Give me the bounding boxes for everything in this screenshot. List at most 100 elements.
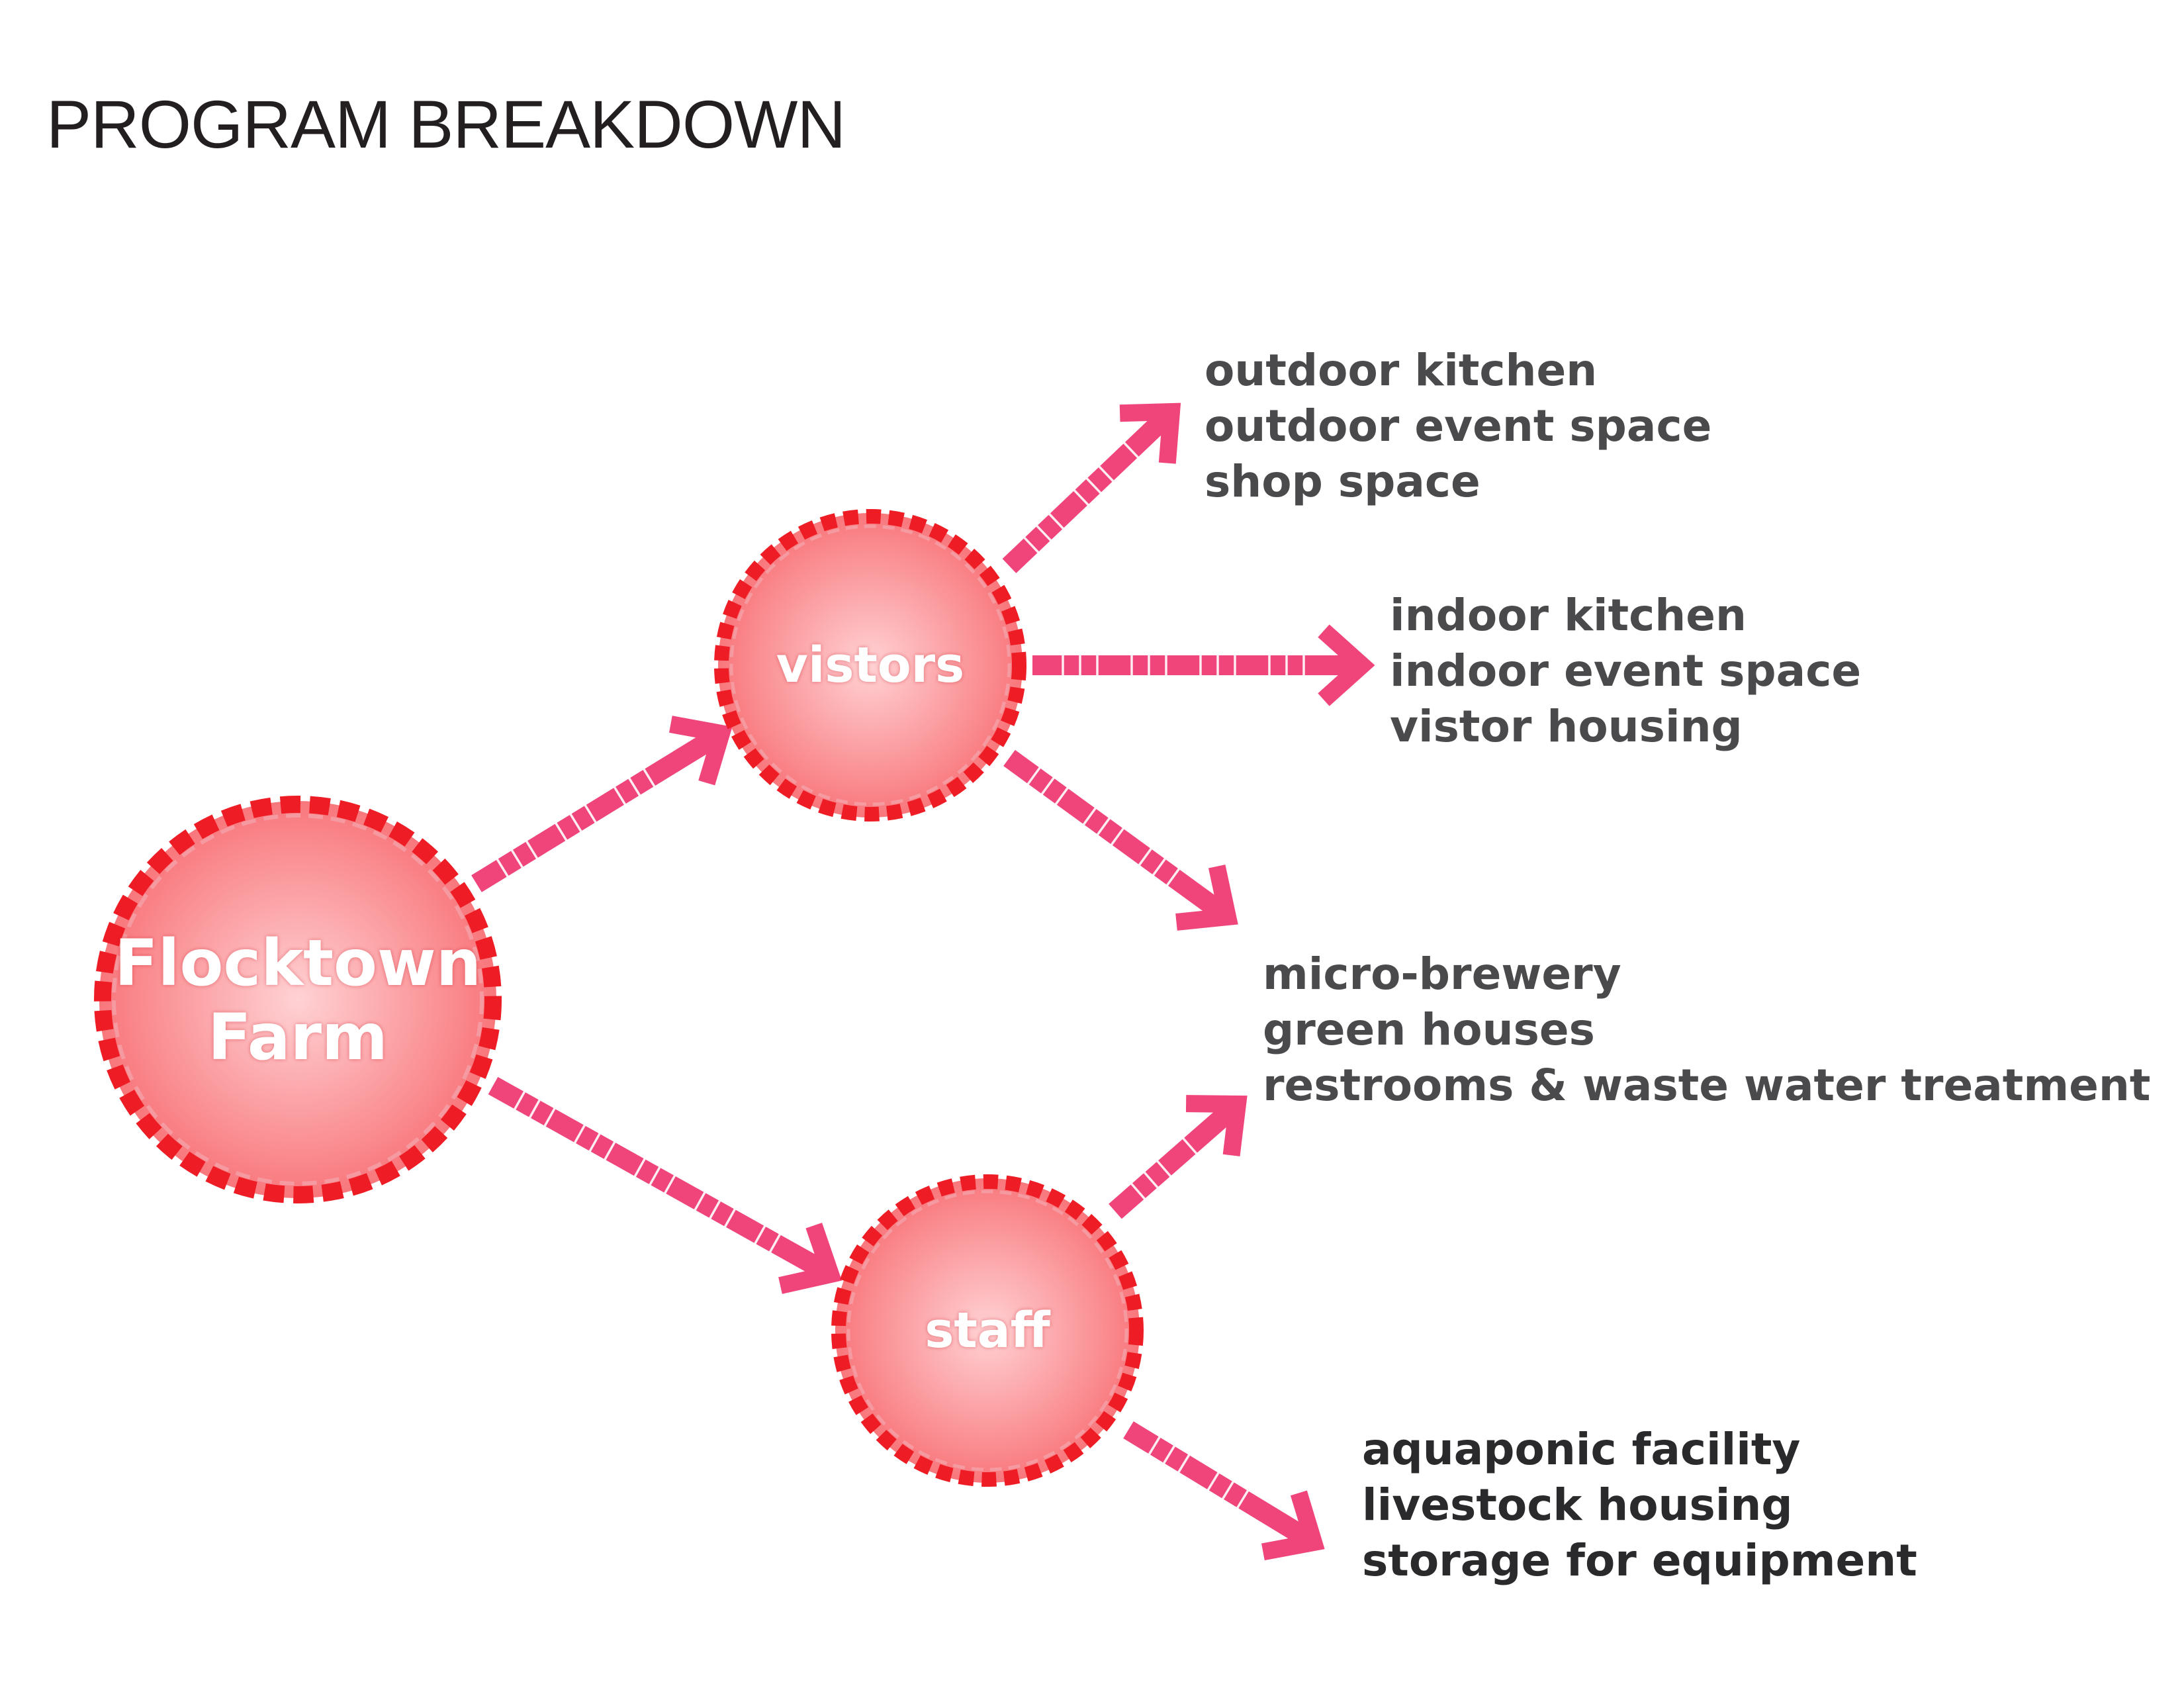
arrow-hatch <box>723 1208 737 1228</box>
arrow-hatch <box>1082 807 1097 826</box>
arrow-head <box>669 716 733 786</box>
node-visitors-label: vistors <box>776 637 964 694</box>
arrow-hatch <box>1110 827 1125 846</box>
arrow-shaft <box>1003 749 1224 918</box>
group-staff-only: aquaponic facility livestock housing sto… <box>1362 1422 1917 1589</box>
arrow-hatch <box>1156 1160 1172 1178</box>
list-item: micro-brewery <box>1263 949 1621 1000</box>
node-visitors-ring-inner <box>729 524 1011 806</box>
page-title: PROGRAM BREAKDOWN <box>46 87 846 162</box>
arrow-hatch <box>663 1174 676 1195</box>
arrow-hatch <box>1152 857 1167 876</box>
arrow-hatch <box>753 1225 766 1245</box>
arrow-staff-to-shared <box>1109 1095 1248 1219</box>
node-staff: staff <box>831 1174 1144 1487</box>
list-item: outdoor event space <box>1205 400 1712 451</box>
arrow-hatch <box>1023 536 1040 554</box>
node-flocktown-farm-ring-inner <box>112 814 484 1186</box>
arrow-hatch <box>1085 477 1102 494</box>
arrow-hatch <box>554 822 568 842</box>
arrow-hatch <box>1035 524 1052 542</box>
arrow-head <box>778 1223 842 1294</box>
arrow-shaft <box>471 731 717 892</box>
arrow-hatch <box>588 1133 601 1152</box>
arrow-hatch <box>694 1191 706 1211</box>
node-flocktown-farm-ring <box>94 796 502 1203</box>
arrow-hatch <box>1162 1444 1176 1464</box>
arrow-staff-to-storage <box>1123 1421 1325 1561</box>
list-item: vistor housing <box>1390 701 1743 752</box>
arrow-shaft <box>1123 1421 1309 1545</box>
node-staff-label: staff <box>925 1302 1050 1359</box>
arrow-shaft <box>488 1076 825 1278</box>
node-flocktown-farm: Flocktown Farm <box>94 796 502 1203</box>
node-flocktown-farm-fill <box>99 801 496 1198</box>
arrow-hatch <box>525 840 539 860</box>
arrow-hatch <box>510 849 524 868</box>
group-outdoor: outdoor kitchen outdoor event space shop… <box>1205 343 1711 510</box>
arrow-hatch <box>1122 442 1140 459</box>
arrow-head <box>1185 1095 1248 1156</box>
arrow-hatch <box>1054 786 1069 806</box>
arrow-hatch <box>649 1166 661 1186</box>
arrow-hatch <box>613 786 627 806</box>
arrow-hatch <box>1098 465 1115 483</box>
arrow-hatch <box>1236 1489 1250 1509</box>
arrow-hatch <box>768 1233 782 1253</box>
arrow-hatch <box>633 1158 647 1178</box>
arrow-visitors-to-outdoor <box>1002 402 1181 573</box>
arrow-hatch <box>584 804 598 823</box>
node-flocktown-farm-label-line1: Flocktown <box>114 926 481 1000</box>
node-staff-ring-inner <box>846 1190 1128 1472</box>
group-shared: micro-brewery green houses restrooms & w… <box>1263 947 2150 1113</box>
arrow-hatch <box>513 1090 526 1111</box>
list-item: storage for equipment <box>1362 1535 1917 1586</box>
arrow-head <box>1261 1490 1325 1561</box>
arrow-hatch <box>1048 512 1065 530</box>
node-visitors: vistors <box>714 509 1026 821</box>
list-item: green houses <box>1263 1004 1595 1055</box>
arrow-hatch <box>1026 767 1042 786</box>
list-item: indoor kitchen <box>1390 590 1747 641</box>
arrow-hatch <box>1148 1436 1161 1456</box>
arrow-shaft <box>1109 1104 1236 1219</box>
arrow-visitors-to-indoor <box>1032 624 1375 706</box>
arrow-hatch <box>642 768 656 788</box>
arrow-hatch <box>1181 1137 1198 1155</box>
arrow-hatch <box>1143 1171 1160 1189</box>
list-item: restrooms & waste water treatment <box>1263 1060 2151 1111</box>
arrow-hatch <box>573 1124 586 1144</box>
arrow-hatch <box>528 1099 541 1119</box>
arrow-hatch <box>496 858 510 878</box>
arrow-hatch <box>708 1199 721 1220</box>
arrow-hatch <box>1177 1454 1191 1474</box>
arrow-hatch <box>1221 1480 1235 1500</box>
list-item: outdoor kitchen <box>1205 345 1598 396</box>
arrow-visitors-to-shared <box>1003 749 1238 931</box>
arrow-hatch <box>569 813 582 833</box>
arrow-hatch <box>627 777 641 797</box>
list-item: indoor event space <box>1390 645 1862 696</box>
arrow-head <box>1175 865 1238 931</box>
node-staff-ring <box>831 1174 1144 1487</box>
arrow-head <box>1119 402 1181 464</box>
arrow-hatch <box>1138 847 1153 867</box>
arrow-hatch <box>1165 868 1181 886</box>
list-item: livestock housing <box>1362 1479 1793 1530</box>
node-visitors-ring <box>714 509 1026 821</box>
arrow-head <box>1318 624 1375 706</box>
arrow-hatch <box>1206 1472 1220 1491</box>
list-item: aquaponic facility <box>1362 1424 1801 1475</box>
arrow-farm-to-visitors <box>471 716 733 892</box>
node-visitors-fill <box>718 513 1023 818</box>
arrow-hatch <box>604 1141 616 1161</box>
arrows-layer <box>471 402 1375 1561</box>
node-flocktown-farm-label-line2: Farm <box>208 1000 388 1074</box>
arrow-hatch <box>1040 776 1056 796</box>
group-indoor: indoor kitchen indoor event space vistor… <box>1390 588 1861 755</box>
arrow-hatch <box>1130 1182 1146 1200</box>
node-staff-fill <box>835 1178 1140 1483</box>
arrow-farm-to-staff <box>488 1076 842 1294</box>
arrow-shaft <box>1002 412 1170 573</box>
